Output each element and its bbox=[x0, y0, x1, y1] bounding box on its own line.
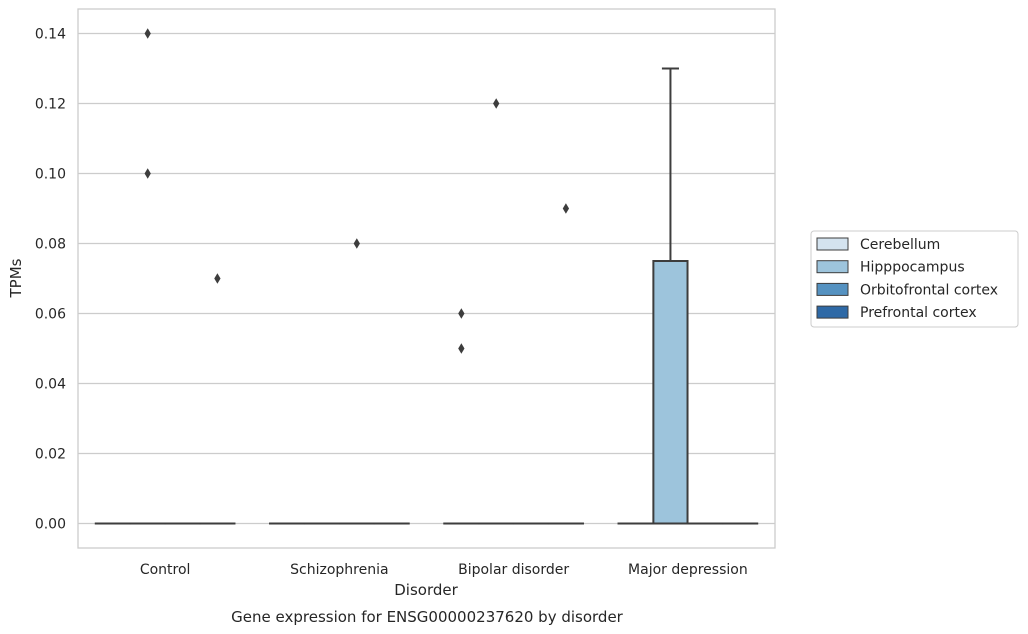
plot-area-frame bbox=[77, 8, 776, 549]
outlier-points bbox=[144, 28, 570, 354]
outlier-point bbox=[562, 203, 570, 214]
x-axis-ticks: Control Schizophrenia Bipolar disorder Majo… bbox=[140, 562, 748, 578]
x-tick-label-control: Control bbox=[140, 562, 191, 578]
legend-swatch bbox=[816, 305, 849, 319]
legend: Cerebellum Hipppocampus Orbitofrontal cort… bbox=[810, 230, 1019, 328]
box-major-depression-hipppocampus bbox=[652, 67, 689, 525]
outlier-point bbox=[353, 238, 360, 249]
box-elements bbox=[94, 67, 759, 525]
outlier-point bbox=[458, 308, 465, 319]
legend-swatch bbox=[816, 282, 849, 296]
y-tick-label: 0.10 bbox=[35, 167, 66, 183]
gridlines bbox=[78, 32, 775, 525]
legend-label: Orbitofrontal cortex bbox=[860, 282, 998, 298]
chart-caption: Gene expression for ENSG00000237620 by d… bbox=[231, 608, 624, 626]
outlier-point bbox=[144, 28, 151, 39]
legend-item-prefrontal-cortex: Prefrontal cortex bbox=[816, 305, 977, 321]
legend-item-cerebellum: Cerebellum bbox=[816, 237, 940, 253]
y-axis-title: TPMs bbox=[7, 258, 25, 298]
legend-frame bbox=[810, 230, 1019, 328]
y-tick-label: 0.12 bbox=[35, 97, 66, 113]
x-axis-title: Disorder bbox=[394, 581, 458, 599]
legend-swatch bbox=[816, 260, 849, 274]
x-tick-label-schizophrenia: Schizophrenia bbox=[290, 562, 388, 578]
y-tick-label: 0.14 bbox=[35, 27, 66, 43]
legend-item-orbitofrontal-cortex: Orbitofrontal cortex bbox=[816, 282, 998, 298]
legend-label: Prefrontal cortex bbox=[860, 305, 977, 321]
outlier-point bbox=[493, 98, 500, 109]
outlier-point bbox=[458, 343, 465, 354]
y-tick-label: 0.04 bbox=[35, 377, 66, 393]
legend-item-hipppocampus: Hipppocampus bbox=[816, 260, 965, 276]
y-tick-label: 0.06 bbox=[35, 307, 66, 323]
y-tick-label: 0.00 bbox=[35, 517, 66, 533]
y-axis-ticks: 0.00 0.02 0.04 0.06 0.08 0.10 0.12 0.14 bbox=[35, 27, 66, 533]
legend-label: Hipppocampus bbox=[860, 260, 965, 276]
x-tick-label-bipolar-disorder: Bipolar disorder bbox=[458, 562, 569, 578]
legend-swatch bbox=[816, 237, 849, 251]
x-tick-label-major-depression: Major depression bbox=[628, 562, 748, 578]
y-tick-label: 0.08 bbox=[35, 237, 66, 253]
outlier-point bbox=[214, 273, 221, 284]
box-body bbox=[652, 260, 689, 525]
outlier-point bbox=[144, 168, 151, 179]
legend-label: Cerebellum bbox=[860, 237, 940, 253]
y-tick-label: 0.02 bbox=[35, 447, 66, 463]
